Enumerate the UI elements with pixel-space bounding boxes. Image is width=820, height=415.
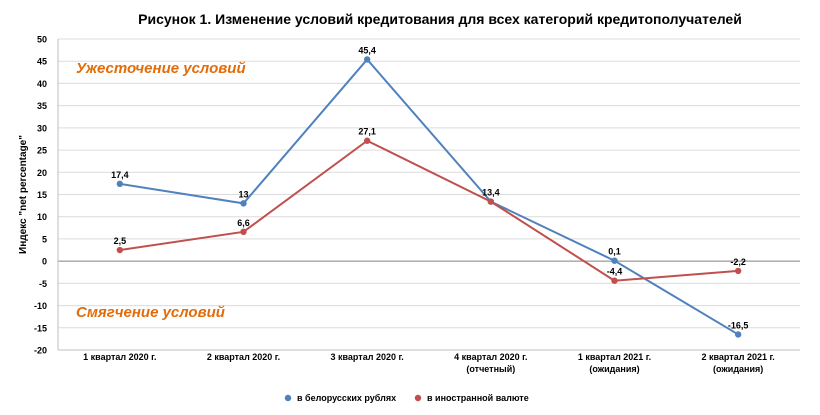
data-point xyxy=(734,331,742,338)
y-tick-label: 15 xyxy=(37,190,47,200)
x-tick-label: (отчетный) xyxy=(466,364,515,374)
chart-title: Рисунок 1. Изменение условий кредитовани… xyxy=(138,11,742,27)
y-tick-label: -5 xyxy=(39,279,47,289)
y-tick-label: 50 xyxy=(37,35,47,45)
data-label: -4,4 xyxy=(607,267,623,277)
data-point xyxy=(734,267,742,275)
annotation-label: Смягчение условий xyxy=(76,304,225,321)
data-label: 13 xyxy=(238,189,248,199)
legend-marker xyxy=(284,394,292,402)
y-tick-label: 25 xyxy=(37,146,47,156)
data-point xyxy=(363,56,371,63)
annotation-label: Ужесточение условий xyxy=(76,60,246,77)
data-label: 0,1 xyxy=(608,247,621,257)
x-tick-label: 1 квартал 2021 г. xyxy=(578,352,651,362)
y-tick-label: 40 xyxy=(37,79,47,89)
series-line xyxy=(119,57,739,336)
y-tick-label: 35 xyxy=(37,101,47,111)
data-label: 13,4 xyxy=(482,188,500,198)
data-point xyxy=(611,277,618,284)
y-tick-label: 5 xyxy=(42,234,47,244)
data-label: -16,5 xyxy=(728,320,749,330)
data-label: 6,6 xyxy=(237,218,250,228)
x-tick-label: 2 квартал 2021 г. xyxy=(702,352,775,362)
x-tick-label: 3 квартал 2020 г. xyxy=(331,352,404,362)
data-label: 2,5 xyxy=(114,236,127,246)
data-point xyxy=(240,200,247,207)
data-label: 27,1 xyxy=(358,127,376,137)
data-point xyxy=(611,257,618,264)
legend-label: в белорусских рублях xyxy=(297,393,396,403)
x-tick-label: 2 квартал 2020 г. xyxy=(207,352,280,362)
y-tick-label: -15 xyxy=(34,323,47,333)
y-tick-label: 20 xyxy=(37,168,47,178)
data-point xyxy=(363,137,371,144)
data-label: -2,2 xyxy=(730,257,746,267)
x-tick-label: 4 квартал 2020 г. xyxy=(454,352,527,362)
y-tick-label: -10 xyxy=(34,301,47,311)
y-tick-label: -20 xyxy=(34,346,47,356)
y-axis-label: Индекс "net percentage" xyxy=(18,135,29,254)
y-tick-label: 45 xyxy=(37,57,47,67)
x-tick-label: (ожидания) xyxy=(589,364,639,374)
data-label: 45,4 xyxy=(358,45,376,55)
data-point xyxy=(487,198,495,205)
x-tick-label: (ожидания) xyxy=(713,364,763,374)
data-point xyxy=(116,180,124,188)
data-label: 17,4 xyxy=(111,170,129,180)
data-point xyxy=(240,228,247,236)
x-tick-label: 1 квартал 2020 г. xyxy=(83,352,156,362)
legend-label: в иностранной валюте xyxy=(427,393,529,403)
data-point xyxy=(116,246,124,254)
series-line xyxy=(119,139,739,282)
y-tick-label: 10 xyxy=(37,212,47,222)
y-tick-label: 30 xyxy=(37,123,47,133)
legend-marker xyxy=(414,394,422,402)
y-tick-label: 0 xyxy=(42,257,47,267)
